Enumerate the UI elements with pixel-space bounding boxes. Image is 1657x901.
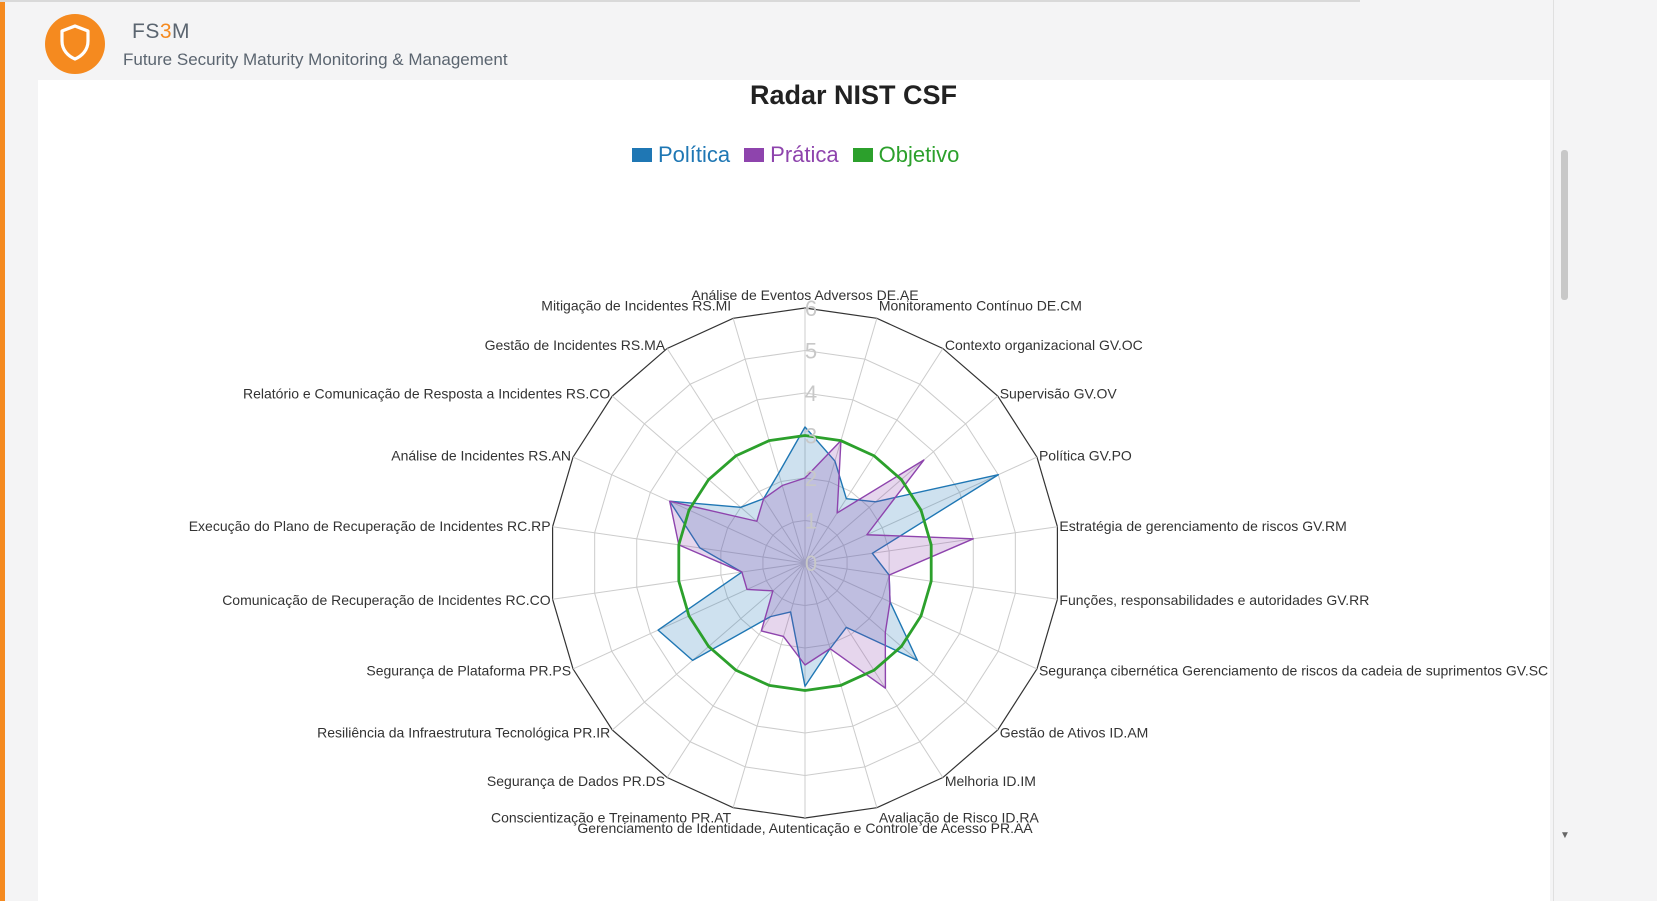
category-label: Análise de Incidentes RS.AN: [391, 447, 571, 463]
category-label: Gestão de Incidentes RS.MA: [485, 337, 666, 353]
category-label: Resiliência da Infraestrutura Tecnológic…: [317, 725, 610, 741]
category-label: Análise de Eventos Adversos DE.AE: [691, 287, 918, 303]
legend-swatch-pratica: [744, 148, 765, 162]
radial-tick-label: 0: [805, 551, 817, 576]
legend-swatch-politica: [632, 148, 652, 162]
series-area-2: [677, 434, 933, 692]
radial-tick-label: 5: [805, 339, 817, 364]
legend-label-politica: Política: [658, 142, 731, 167]
legend-item-pratica[interactable]: Prática: [744, 142, 839, 168]
chart-legend: Política Prática Objetivo: [632, 142, 959, 168]
legend-item-politica[interactable]: Política: [632, 142, 730, 168]
category-label: Relatório e Comunicação de Resposta a In…: [243, 385, 610, 401]
category-label: Monitoramento Contínuo DE.CM: [879, 297, 1082, 313]
app-subtitle: Future Security Maturity Monitoring & Ma…: [123, 50, 508, 69]
chart-card: [38, 80, 1550, 901]
category-label: Conscientização e Treinamento PR.AT: [491, 810, 732, 826]
legend-label-pratica: Prática: [770, 142, 839, 167]
category-label: Supervisão GV.OV: [1000, 385, 1118, 401]
scrollbar-thumb[interactable]: [1561, 150, 1568, 300]
panel-edge: [1553, 0, 1554, 901]
category-label: Comunicação de Recuperação de Incidentes…: [222, 592, 551, 608]
category-label: Mitigação de Incidentes RS.MI: [541, 297, 731, 313]
category-label: Funções, responsabilidades e autoridades…: [1059, 592, 1369, 608]
legend-swatch-objetivo: [852, 148, 873, 162]
series-area-1: [668, 439, 974, 689]
category-label: Gerenciamento de Identidade, Autenticaçã…: [577, 820, 1033, 836]
radial-tick-label: 3: [805, 424, 817, 449]
category-label: Melhoria ID.IM: [945, 773, 1036, 789]
category-label: Estratégia de gerenciamento de riscos GV…: [1059, 518, 1346, 534]
category-label: Contexto organizacional GV.OC: [945, 337, 1143, 353]
app-title: FS3M: [132, 20, 191, 43]
category-label: Segurança de Plataforma PR.PS: [366, 663, 571, 679]
app-header: FS3M Future Security Maturity Monitoring…: [5, 2, 1657, 80]
radial-tick-label: 1: [805, 509, 817, 534]
accent-bar: [0, 0, 5, 901]
category-label: Avaliação de Risco ID.RA: [879, 810, 1040, 826]
category-label: Segurança de Dados PR.DS: [487, 773, 665, 789]
category-label: Segurança cibernética Gerenciamento de r…: [1039, 663, 1548, 679]
radial-tick-label: 2: [805, 466, 817, 491]
chart-title: Radar NIST CSF: [749, 80, 958, 110]
category-label: Política GV.PO: [1039, 447, 1132, 463]
shield-icon: [58, 23, 92, 66]
logo[interactable]: [45, 14, 105, 74]
category-label: Gestão de Ativos ID.AM: [1000, 725, 1149, 741]
scroll-down-arrow-icon[interactable]: ▼: [1560, 830, 1570, 841]
radial-tick-label: 6: [805, 296, 817, 321]
category-label: Execução do Plano de Recuperação de Inci…: [189, 518, 551, 534]
top-divider: [0, 0, 1360, 2]
legend-item-objetivo[interactable]: Objetivo: [852, 142, 960, 168]
legend-label-objetivo: Objetivo: [878, 142, 960, 167]
radial-tick-label: 4: [805, 381, 817, 406]
